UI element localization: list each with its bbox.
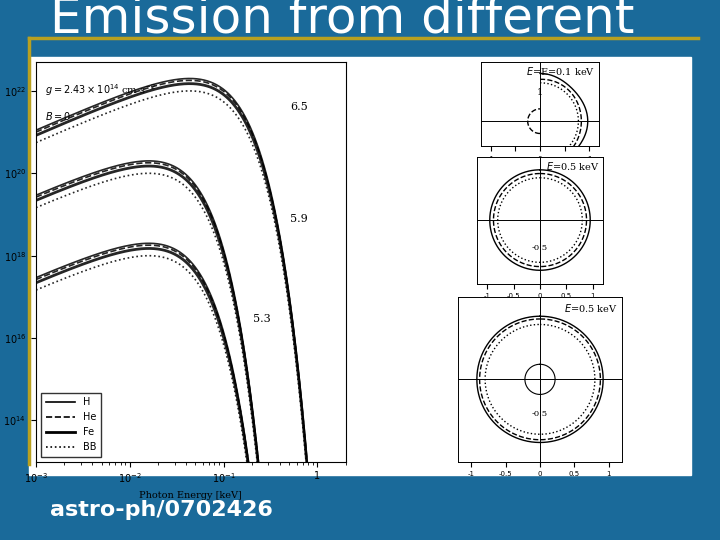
X-axis label: Photon Energy [keV]: Photon Energy [keV]: [140, 491, 242, 500]
Text: 5.9: 5.9: [290, 214, 307, 224]
Text: 5.3: 5.3: [253, 314, 271, 324]
Text: $g=2.43\times10^{14}$ cm s$^{-2}$: $g=2.43\times10^{14}$ cm s$^{-2}$: [45, 82, 156, 98]
Text: 1: 1: [537, 87, 543, 97]
Text: $E$=0.5 keV: $E$=0.5 keV: [546, 160, 600, 172]
Text: -0.5: -0.5: [532, 244, 548, 252]
Text: astro-ph/0702426: astro-ph/0702426: [50, 500, 274, 521]
Text: $E$=E=0.1 keV: $E$=E=0.1 keV: [526, 65, 595, 77]
FancyBboxPatch shape: [29, 57, 691, 475]
Text: $B=0$: $B=0$: [45, 110, 71, 122]
Text: Emission from different: Emission from different: [50, 0, 635, 43]
Text: -0.5: -0.5: [532, 410, 548, 418]
Text: 6.5: 6.5: [290, 102, 307, 112]
Legend: H, He, Fe, BB: H, He, Fe, BB: [41, 393, 101, 457]
Text: $E$=0.5 keV: $E$=0.5 keV: [564, 302, 618, 314]
